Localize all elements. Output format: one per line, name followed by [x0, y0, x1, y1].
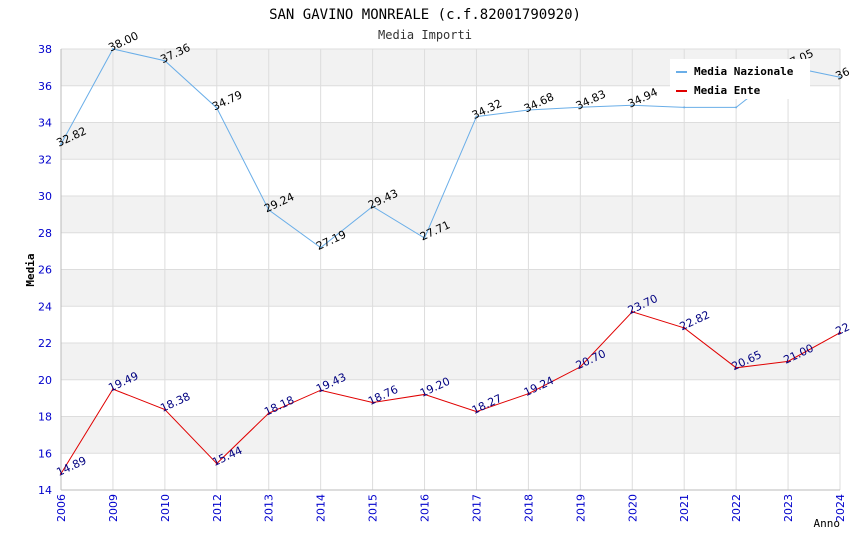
x-tick-label-2014: 2014 [315, 494, 328, 522]
data-point-media-ente-2013 [267, 412, 270, 415]
x-axis-label: Anno [814, 517, 841, 530]
data-point-media-nazionale-2012 [215, 106, 218, 109]
y-tick-label-20: 20 [38, 374, 52, 387]
data-point-media-ente-2018 [527, 392, 530, 395]
y-tick-label-18: 18 [38, 411, 52, 424]
y-tick-label-34: 34 [38, 117, 52, 130]
chart-subtitle: Media Importi [378, 28, 472, 42]
data-point-media-ente-2017 [475, 410, 478, 413]
data-point-media-ente-2015 [371, 401, 374, 404]
data-point-media-ente-2016 [423, 393, 426, 396]
plot-bands [61, 49, 840, 490]
x-tick-label-2013: 2013 [263, 494, 276, 522]
data-point-media-ente-2006 [60, 472, 62, 475]
data-point-media-ente-2021 [683, 326, 686, 329]
y-tick-label-32: 32 [38, 153, 52, 166]
series-line-media-nazionale [60, 48, 841, 249]
data-point-media-ente-2024 [839, 331, 841, 334]
data-point-media-ente-2019 [579, 365, 582, 368]
x-tick-label-2015: 2015 [367, 494, 380, 522]
legend-label-media-nazionale: Media Nazionale [694, 65, 794, 78]
data-point-media-ente-2009 [111, 388, 114, 391]
plot-band [61, 379, 840, 417]
y-tick-label-38: 38 [38, 43, 52, 56]
x-tick-label-2021: 2021 [678, 494, 691, 522]
series-group [60, 48, 841, 475]
legend-background [670, 59, 810, 99]
data-point-media-nazionale-2015 [371, 205, 374, 208]
grid-lines [60, 48, 841, 491]
x-tick-label-2023: 2023 [782, 494, 795, 522]
x-tick-label-2019: 2019 [574, 494, 587, 522]
y-tick-label-14: 14 [38, 484, 52, 497]
data-point-media-nazionale-2022 [735, 106, 738, 109]
plot-band [61, 306, 840, 343]
x-tick-labels: 2006 2009 2010 2012 2013 2014 2015 2016 2017 2018… [55, 494, 847, 522]
x-tick-label-2017: 2017 [470, 494, 483, 522]
chart-title: SAN GAVINO MONREALE (c.f.82001790920) [269, 7, 581, 23]
y-tick-label-30: 30 [38, 190, 52, 203]
legend: Media Nazionale Media Ente [670, 59, 810, 99]
plot-band [61, 343, 840, 380]
data-point-media-nazionale-2024 [839, 76, 841, 79]
plot-band [61, 232, 840, 270]
data-point-media-ente-2014 [319, 389, 322, 392]
x-tick-label-2012: 2012 [211, 494, 224, 522]
y-tick-label-36: 36 [38, 80, 52, 93]
plot-band [61, 196, 840, 233]
plot-band [61, 453, 840, 490]
data-point-media-nazionale-2017 [475, 115, 478, 118]
data-point-media-nazionale-2021 [683, 106, 686, 109]
series-line-media-ente [60, 311, 841, 474]
data-point-media-nazionale-2018 [527, 109, 530, 112]
plot-band [61, 416, 840, 454]
y-tick-label-16: 16 [38, 447, 52, 460]
x-tick-label-2009: 2009 [107, 494, 120, 522]
plot-band [61, 122, 840, 160]
legend-label-media-ente: Media Ente [694, 84, 761, 97]
data-point-media-ente-2010 [163, 408, 166, 411]
data-point-media-nazionale-2019 [579, 106, 582, 109]
x-tick-label-2006: 2006 [55, 494, 68, 522]
data-point-media-ente-2012 [215, 462, 218, 465]
axes [60, 49, 840, 491]
data-point-media-nazionale-2014 [319, 246, 322, 249]
data-point-media-nazionale-2020 [631, 104, 634, 107]
data-point-media-nazionale-2016 [423, 237, 426, 240]
data-point-media-nazionale-2013 [267, 208, 270, 211]
plot-band [61, 269, 840, 307]
y-axis-label: Media [24, 253, 37, 286]
y-tick-label-24: 24 [38, 300, 52, 313]
x-tick-label-2024: 2024 [834, 494, 847, 522]
data-point-media-nazionale-2010 [163, 59, 166, 62]
data-point-media-ente-2022 [735, 366, 738, 369]
x-tick-label-2018: 2018 [522, 494, 535, 522]
y-tick-label-28: 28 [38, 227, 52, 240]
data-point-media-ente-2020 [631, 310, 634, 313]
x-tick-label-2016: 2016 [419, 494, 432, 522]
data-point-media-nazionale-2006 [60, 143, 62, 146]
y-tick-label-22: 22 [38, 337, 52, 350]
x-tick-label-2010: 2010 [159, 494, 172, 522]
y-tick-label-26: 26 [38, 264, 52, 277]
y-tick-labels: 14 16 18 20 22 24 26 28 30 32 34 36 38 [38, 43, 52, 497]
data-point-media-nazionale-2009 [111, 48, 114, 50]
data-point-media-ente-2023 [787, 360, 790, 363]
x-tick-label-2020: 2020 [626, 494, 639, 522]
x-tick-label-2022: 2022 [730, 494, 743, 522]
